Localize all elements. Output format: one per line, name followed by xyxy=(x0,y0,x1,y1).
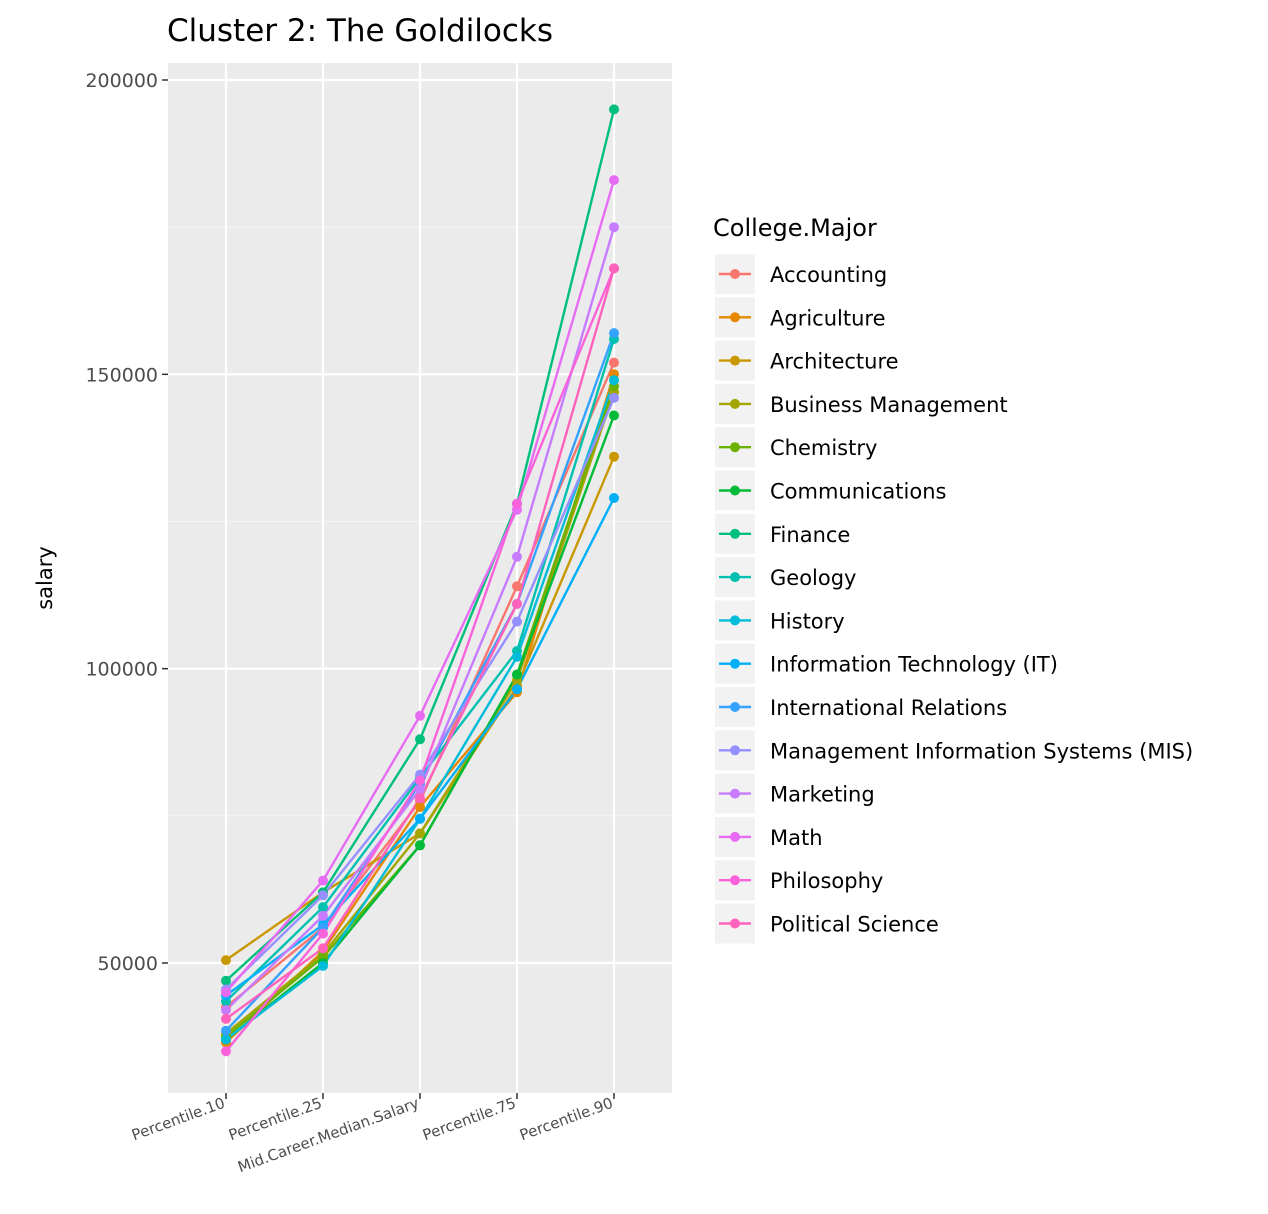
data-point xyxy=(318,960,328,971)
data-point xyxy=(609,328,619,339)
data-point xyxy=(609,104,619,115)
data-point xyxy=(415,734,425,745)
legend-label: Marketing xyxy=(770,783,875,807)
legend-key-point xyxy=(730,398,740,409)
legend-key-point xyxy=(730,658,740,669)
data-point xyxy=(318,902,328,913)
data-point xyxy=(415,802,425,812)
legend-label: Communications xyxy=(770,480,946,504)
x-tick-label: Mid.Career.Median.Salary xyxy=(235,1094,421,1176)
data-point xyxy=(221,1025,231,1036)
data-point xyxy=(512,651,522,662)
legend-key-point xyxy=(730,355,740,366)
data-point xyxy=(318,910,328,921)
legend-title: College.Major xyxy=(713,214,877,242)
legend-label: Math xyxy=(770,826,823,850)
data-point xyxy=(415,828,425,839)
legend-key-point xyxy=(730,875,740,886)
data-point xyxy=(609,375,619,386)
legend-label: Philosophy xyxy=(770,869,883,893)
x-tick-label: Percentile.75 xyxy=(420,1094,518,1144)
legend-label: Information Technology (IT) xyxy=(770,653,1058,677)
legend-key-point xyxy=(730,442,740,453)
legend-key-point xyxy=(730,788,740,799)
data-point xyxy=(221,1013,231,1024)
data-point xyxy=(609,222,619,233)
data-point xyxy=(512,551,522,562)
data-point xyxy=(415,813,425,824)
legend-label: Finance xyxy=(770,523,850,547)
legend-key-point xyxy=(730,269,740,279)
legend-key-point xyxy=(730,918,740,929)
data-point xyxy=(221,987,231,998)
legend-key-point xyxy=(730,312,740,323)
data-point xyxy=(415,840,425,851)
data-point xyxy=(221,975,231,986)
y-tick-label: 200000 xyxy=(85,70,158,92)
data-point xyxy=(609,357,619,368)
x-tick-label: Percentile.10 xyxy=(129,1094,227,1144)
data-point xyxy=(221,1034,231,1045)
data-point xyxy=(512,498,522,509)
data-point xyxy=(318,890,328,901)
data-point xyxy=(512,684,522,695)
data-point xyxy=(609,263,619,274)
data-point xyxy=(221,1005,231,1016)
x-axis: Percentile.10Percentile.25Mid.Career.Med… xyxy=(129,1093,615,1176)
legend-label: Management Information Systems (MIS) xyxy=(770,739,1193,763)
legend-label: Political Science xyxy=(770,913,939,937)
data-point xyxy=(609,410,619,421)
data-point xyxy=(512,669,522,680)
legend-label: Architecture xyxy=(770,350,899,374)
grid-major xyxy=(168,63,672,1093)
chart-title: Cluster 2: The Goldilocks xyxy=(167,13,553,49)
legend-label: Accounting xyxy=(770,263,887,287)
legend-label: International Relations xyxy=(770,696,1007,720)
data-point xyxy=(318,928,328,939)
y-tick-label: 50000 xyxy=(98,953,158,975)
legend-label: Agriculture xyxy=(770,306,886,330)
y-axis-label: salary xyxy=(33,546,57,610)
legend-key-point xyxy=(730,702,740,712)
legend-key-point xyxy=(730,745,740,756)
legend-key-point xyxy=(730,485,740,496)
legend: College.Major Accounting Agriculture Archi… xyxy=(713,214,1193,944)
data-point xyxy=(609,451,619,462)
legend-key-point xyxy=(730,615,740,626)
data-point xyxy=(609,493,619,503)
data-point xyxy=(221,955,231,966)
data-point xyxy=(609,175,619,186)
legend-label: Geology xyxy=(770,566,856,590)
data-point xyxy=(415,793,425,804)
data-point xyxy=(318,875,328,886)
legend-label: Chemistry xyxy=(770,436,877,460)
legend-label: History xyxy=(770,609,845,633)
data-point xyxy=(415,784,425,795)
data-point xyxy=(512,598,522,609)
x-tick-label: Percentile.90 xyxy=(517,1094,615,1144)
legend-key-point xyxy=(730,831,740,842)
legend-key-point xyxy=(730,572,740,583)
legend-key-point xyxy=(730,528,740,539)
data-point xyxy=(609,392,619,403)
legend-label: Business Management xyxy=(770,393,1008,417)
data-point xyxy=(512,616,522,627)
data-point xyxy=(318,943,328,954)
series-points xyxy=(221,104,619,1057)
data-point xyxy=(415,775,425,786)
y-axis: 50000 100000 150000 200000 xyxy=(85,70,168,975)
data-point xyxy=(512,581,522,592)
y-tick-label: 100000 xyxy=(85,659,158,681)
y-tick-label: 150000 xyxy=(85,364,158,386)
data-point xyxy=(415,710,425,721)
data-point xyxy=(221,1046,231,1057)
